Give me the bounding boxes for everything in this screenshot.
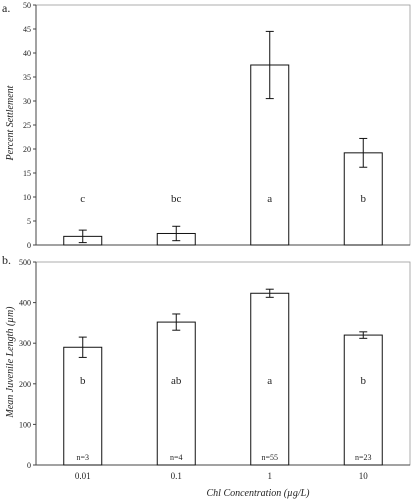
panel-b-x-axis-label: Chl Concentration (µg/L) [207, 488, 311, 499]
bar-b-3 [343, 334, 383, 466]
sample-size: n=23 [355, 453, 372, 462]
y-tick-label: 25 [23, 121, 31, 130]
y-tick-label: 50 [23, 1, 31, 10]
group-letter: bc [171, 193, 182, 205]
group-letter: a [267, 193, 272, 205]
bar-b-0 [63, 346, 103, 466]
panel-b: b. Mean Juvenile Length (µm) Chl Concent… [2, 253, 411, 499]
sample-size: n=3 [76, 453, 89, 462]
sample-size: n=4 [170, 453, 183, 462]
bar-b-2 [250, 292, 290, 466]
panel-b-y-axis-label: Mean Juvenile Length (µm) [5, 306, 16, 419]
y-tick-label: 40 [23, 49, 31, 58]
y-tick-label: 10 [23, 193, 31, 202]
group-letter: b [80, 375, 86, 387]
y-tick-label: 35 [23, 73, 31, 82]
y-tick-label: 5 [27, 217, 31, 226]
y-tick-label: 30 [23, 97, 31, 106]
y-tick-label: 15 [23, 169, 31, 178]
panel-a: a. Percent Settlement 0 5 10 15 20 25 30 35 40 45… [2, 1, 411, 250]
y-tick-label: 0 [27, 461, 31, 470]
y-tick-label: 100 [19, 420, 31, 429]
y-tick-label: 45 [23, 25, 31, 34]
bar-a-3 [343, 152, 383, 246]
panel-a-label: a. [2, 1, 10, 15]
x-tick-label: 0.1 [171, 471, 182, 481]
group-letter: b [361, 193, 367, 205]
y-tick-label: 300 [19, 339, 31, 348]
y-tick-label: 200 [19, 380, 31, 389]
group-letter: a [267, 375, 272, 387]
x-tick-label: 10 [359, 471, 369, 481]
panel-b-label: b. [2, 253, 11, 267]
y-tick-label: 400 [19, 299, 31, 308]
y-tick-label: 0 [27, 241, 31, 250]
group-letter: b [361, 375, 367, 387]
y-tick-label: 500 [19, 258, 31, 267]
panel-a-y-axis-label: Percent Settlement [5, 85, 16, 161]
bar-b-1 [156, 321, 196, 466]
y-tick-label: 20 [23, 145, 31, 154]
group-letter: c [80, 193, 85, 205]
group-letter: ab [171, 375, 182, 387]
sample-size: n=55 [261, 453, 278, 462]
x-tick-label: 0.01 [75, 471, 91, 481]
x-tick-label: 1 [268, 471, 273, 481]
